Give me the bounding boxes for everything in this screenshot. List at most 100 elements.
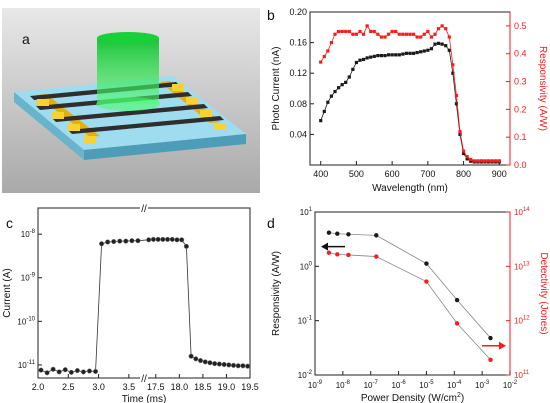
x-tick-label: 10-6 bbox=[391, 380, 406, 390]
series-left-point bbox=[351, 67, 355, 71]
series-right-point bbox=[383, 35, 387, 39]
light-beam-top bbox=[97, 32, 159, 44]
x-tick-label: 500 bbox=[349, 169, 364, 179]
series-point bbox=[86, 368, 93, 374]
series-left-point bbox=[422, 49, 426, 53]
series-point bbox=[150, 236, 156, 242]
series-point bbox=[245, 363, 251, 369]
x-tick-label: 3.5 bbox=[123, 382, 136, 392]
chart-current-time: c // // 2.0 2.5 3.0 3.5 17.5 18.0 18.5 19.0 19.5 10… bbox=[2, 204, 259, 403]
series-left-point bbox=[365, 56, 369, 60]
x-tick-label: 10-5 bbox=[419, 380, 434, 390]
panel-d: d 10-9 10-8 10-7 10-6 10-5 10-4 10-3 10-2 101 100… bbox=[265, 200, 550, 403]
light-beam bbox=[97, 38, 159, 104]
series-point bbox=[179, 237, 185, 243]
series-right-point bbox=[351, 32, 355, 36]
series-point bbox=[111, 239, 117, 245]
y-left-tick-label: 0.08 bbox=[289, 99, 307, 109]
series-right-point bbox=[422, 32, 426, 36]
series-point bbox=[193, 356, 199, 362]
x-tick-label: 10-9 bbox=[308, 380, 323, 390]
x-tick-label: 700 bbox=[420, 169, 435, 179]
x-tick-label: 2.5 bbox=[62, 382, 75, 392]
x-tick-label: 2.0 bbox=[32, 382, 45, 392]
y-right-tick-label: 0.3 bbox=[514, 77, 527, 87]
series-right-point bbox=[476, 159, 480, 163]
series-right-point bbox=[326, 49, 330, 53]
panel-b: b 400 500 600 700 800 900 0.04 0.08 0.12 0.16 0.20… bbox=[265, 0, 550, 200]
series-left-point bbox=[333, 89, 337, 94]
series-right-point bbox=[379, 35, 384, 39]
axis-break-mark: // bbox=[141, 204, 147, 215]
series-left-point bbox=[433, 42, 437, 46]
series-point bbox=[117, 238, 123, 244]
series-point bbox=[99, 241, 105, 247]
series-point bbox=[105, 239, 111, 245]
y-left-tick-label: 10-1 bbox=[298, 316, 313, 326]
y-axis-label: Current (A) bbox=[2, 268, 13, 317]
x-axis-label: Time (ms) bbox=[122, 394, 167, 403]
series-right-point bbox=[376, 32, 380, 36]
series-right-point bbox=[408, 32, 412, 36]
series-left-point bbox=[374, 233, 379, 238]
series-right-point bbox=[461, 149, 466, 153]
series-right-point bbox=[397, 32, 401, 36]
series-left-point bbox=[390, 53, 394, 57]
series-left-point bbox=[319, 119, 323, 123]
series-left-point bbox=[415, 50, 419, 55]
panel-label-b: b bbox=[267, 7, 275, 23]
x-tick-label: 18.0 bbox=[171, 382, 189, 392]
chart-wavelength-response: b 400 500 600 700 800 9000.040.080.120.160.20… bbox=[267, 7, 548, 194]
series-left-point bbox=[361, 57, 366, 62]
series-right-point bbox=[472, 159, 476, 163]
series-left-point bbox=[401, 52, 405, 56]
chart-power-density: d 10-9 10-8 10-7 10-6 10-5 10-4 10-3 10-2 101 100… bbox=[267, 207, 549, 403]
series-right-point bbox=[454, 321, 460, 326]
series-right-point bbox=[411, 32, 416, 36]
series-right-point bbox=[326, 250, 332, 255]
contact-pad bbox=[172, 84, 184, 91]
series-point bbox=[62, 367, 68, 373]
series-point bbox=[38, 367, 44, 373]
x-tick-label: 10-3 bbox=[475, 380, 490, 390]
contact-pad bbox=[37, 99, 49, 106]
series-point bbox=[212, 361, 218, 367]
series-left-point bbox=[454, 102, 459, 106]
y-right-tick-label: 0.2 bbox=[514, 104, 527, 114]
series-point bbox=[92, 368, 99, 375]
device-illustration: a bbox=[2, 8, 260, 193]
x-tick-label: 10-7 bbox=[364, 380, 379, 390]
contact-pad bbox=[186, 97, 198, 104]
series-left-point bbox=[426, 48, 430, 52]
series-right-point bbox=[447, 35, 451, 39]
series-right-point bbox=[390, 29, 394, 34]
series-left-point bbox=[386, 53, 391, 57]
x-tick-label: 19.0 bbox=[218, 382, 236, 392]
panel-label-a: a bbox=[22, 31, 30, 47]
series-right-point bbox=[404, 32, 409, 36]
series-left-point bbox=[411, 51, 416, 55]
x-tick-label: 17.5 bbox=[147, 382, 165, 392]
x-tick-label: 10-2 bbox=[503, 380, 518, 390]
series-right-point bbox=[494, 159, 498, 163]
x-tick-label: 19.5 bbox=[241, 382, 259, 392]
series-left-point bbox=[458, 132, 462, 136]
series-point bbox=[74, 368, 80, 374]
series-left-point bbox=[358, 58, 362, 62]
series-right-point bbox=[469, 157, 473, 162]
series-point bbox=[221, 361, 227, 368]
series-left-point bbox=[369, 55, 373, 59]
series-right-point bbox=[415, 35, 419, 39]
series-left-point bbox=[354, 60, 359, 65]
contact-pad bbox=[68, 124, 80, 131]
series-right-point bbox=[344, 29, 348, 34]
series-left-point bbox=[329, 94, 334, 98]
y-left-axis-label: Responsivity (A/W) bbox=[271, 251, 282, 336]
series-point bbox=[202, 359, 208, 365]
series-left-point bbox=[465, 157, 469, 161]
x-tick-label: 400 bbox=[313, 169, 328, 179]
series-point bbox=[226, 362, 232, 368]
series-left-point bbox=[488, 335, 493, 341]
series-right-line bbox=[320, 25, 500, 162]
axis-break-gap bbox=[140, 205, 148, 211]
